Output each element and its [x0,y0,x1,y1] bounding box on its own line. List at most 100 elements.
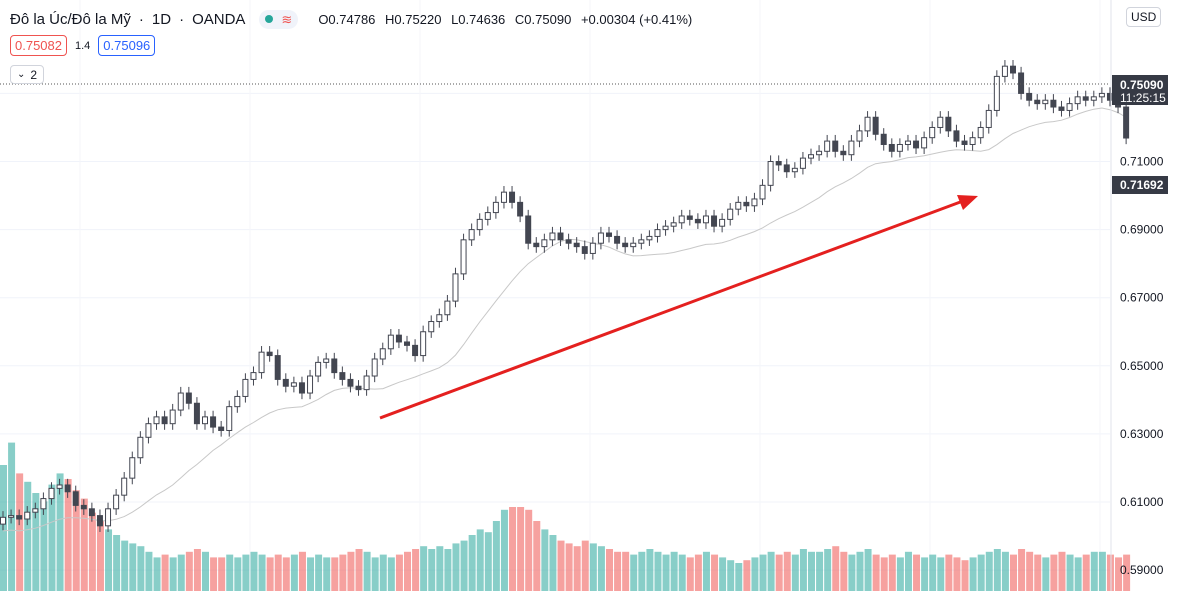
volume-bar [266,557,274,591]
volume-bar [40,501,48,591]
volume-bar [1074,557,1082,591]
ma-line [2,107,1127,532]
volume-bar [557,540,565,591]
candle-body [509,191,516,203]
candle-body [630,242,637,248]
candle-body [888,143,895,152]
volume-bar [977,554,985,591]
indicators-collapse-button[interactable]: ⌄ 2 [10,65,45,84]
volume-bar [1106,554,1114,591]
last-price-label: 0.75090 11:25:15 [1112,75,1168,105]
volume-bar [921,557,929,591]
volume-bar [719,557,727,591]
candle-body [32,508,39,513]
separator: · [138,10,144,28]
candle-body [177,392,184,411]
candle-body [452,273,459,302]
volume-bar [315,554,323,591]
price-tick-label: 0.63000 [1120,427,1164,441]
volume-bar [88,512,96,591]
volume-bar [226,554,234,591]
candle-body [16,515,23,520]
candle-body [1082,96,1089,101]
candle-body [533,242,540,248]
volume-bar [412,549,420,591]
ma-price-label: 0.71692 [1112,176,1168,194]
candle-body [1098,92,1105,98]
candle-body [573,242,580,248]
candle-body [799,157,806,169]
candle-body [913,140,920,149]
candle-body [541,239,548,248]
volume-bar [581,540,589,591]
quote-row: 0.75082 1.4 0.75096 [10,35,156,56]
volume-bar [880,557,888,591]
candle-body [363,375,370,391]
candle-body [412,344,419,357]
volume-bar [444,549,452,591]
indicator-toggle[interactable]: ≋ [259,9,299,29]
price-axis[interactable]: 0.730000.710000.690000.670000.650000.630… [1120,86,1164,577]
candle-body [872,116,879,135]
volume-bar [597,546,605,591]
volume-bar [1058,551,1066,591]
candle-body [88,508,95,517]
last-price-text: 0.75090 [1120,78,1164,92]
candle-body [581,246,588,254]
volume-bar [622,551,630,591]
candle-body [282,378,289,387]
candle-body [242,378,249,397]
candle-body [1123,106,1130,139]
volume-bar [573,546,581,591]
volume-bar [662,554,670,591]
candle-body [290,382,297,387]
sell-price-button[interactable]: 0.75082 [10,35,67,56]
candle-body [735,201,742,210]
candle-body [678,215,685,224]
buy-price-button[interactable]: 0.75096 [98,35,156,56]
trend-arrow[interactable] [379,195,978,420]
grid-lines [0,92,1110,571]
volume-bar [702,551,710,591]
candle-body [137,436,144,459]
currency-button[interactable]: USD [1126,7,1162,27]
volume-bar [888,554,896,591]
candle-body [371,358,378,377]
volume-bar [783,551,791,591]
indicators-count: 2 [30,67,38,82]
volume-bar [193,549,201,591]
candle-body [420,331,427,357]
volume-bar [791,554,799,591]
candle-body [767,161,774,186]
candle-body [622,242,629,248]
symbol-name[interactable]: Đô la Úc/Đô la Mỹ [10,10,131,28]
candle-body [379,348,386,360]
candle-body [880,133,887,145]
change-value: +0.00304 (+0.41%) [580,11,693,27]
volume-bar [460,540,468,591]
candle-body [315,361,322,377]
volume-bar [105,529,113,591]
candle-body [993,75,1000,111]
candle-body [953,130,960,142]
volume-bar [121,540,129,591]
volume-bar [371,557,379,591]
candle-body [832,140,839,152]
candle-body [686,215,693,220]
volume-bar [711,554,719,591]
interval[interactable]: 1D [151,10,172,28]
volume-bar [436,546,444,591]
candle-body [557,232,564,241]
candle-body [161,416,168,425]
candle-body [218,426,225,431]
candle-body [864,116,871,132]
candle-body [40,498,47,510]
candle-body [719,218,726,227]
candle-body [48,487,55,500]
volume-bar [848,554,856,591]
low-value: L0.74636 [451,11,506,27]
volume-bar [185,551,193,591]
volume-bar [735,563,743,591]
volume-bar [517,507,525,591]
